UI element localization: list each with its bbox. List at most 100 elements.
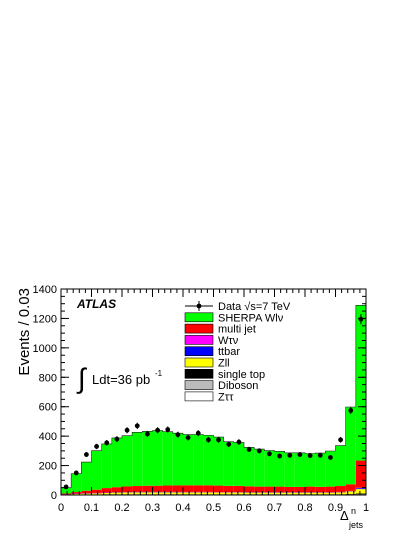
bar-multi jet	[132, 486, 143, 492]
data-point	[175, 432, 181, 438]
legend-label: multi jet	[218, 324, 256, 336]
bar-SHERPA Wlν	[294, 452, 305, 487]
x-tick-label: 0.9	[328, 502, 343, 514]
y-tick-label: 600	[39, 402, 57, 414]
bar-SHERPA Wlν	[101, 443, 112, 489]
y-tick-label: 400	[39, 431, 57, 443]
legend-swatch	[184, 380, 214, 390]
bar-SHERPA Wlν	[142, 431, 153, 486]
data-point	[124, 427, 130, 433]
bar-multi jet	[183, 485, 194, 492]
y-tick-label: 0	[51, 490, 57, 502]
bar-Zll	[325, 492, 336, 495]
x-tick-label: 0.6	[236, 502, 251, 514]
integral-sign: ∫	[76, 363, 88, 394]
bar-Zll	[315, 492, 326, 495]
data-point	[246, 446, 252, 452]
bar-multi jet	[335, 486, 346, 492]
data-point	[348, 407, 354, 413]
bar-SHERPA Wlν	[172, 433, 183, 486]
data-point	[165, 427, 171, 432]
data-point	[155, 427, 160, 433]
y-axis-label: Events / 0.03	[16, 288, 33, 376]
legend-label: Zττ	[218, 391, 234, 403]
x-tick-label: 0.8	[297, 502, 312, 514]
x-tick-label: 0.5	[206, 502, 221, 514]
bar-SHERPA Wlν	[335, 445, 346, 487]
x-tick-label: 0	[58, 502, 64, 514]
bar-Zll	[183, 492, 194, 495]
bar-Zll	[81, 493, 92, 495]
data-point	[226, 441, 232, 447]
bar-multi jet	[172, 485, 183, 492]
bar-Zll	[122, 492, 133, 495]
bar-SHERPA Wlν	[61, 487, 72, 494]
data-point	[94, 444, 99, 449]
bar-multi jet	[254, 486, 265, 493]
bar-Zll	[132, 492, 143, 495]
bar-multi jet	[305, 486, 316, 493]
luminosity-exponent: -1	[155, 369, 163, 378]
legend-data-marker	[196, 303, 202, 309]
x-tick-label: 0.2	[114, 502, 129, 514]
bar-SHERPA Wlν	[264, 450, 275, 487]
bar-multi jet	[111, 487, 122, 493]
bar-SHERPA Wlν	[355, 305, 366, 461]
bar-multi jet	[315, 486, 326, 493]
bar-SHERPA Wlν	[81, 462, 92, 491]
bar-multi jet	[284, 486, 295, 493]
bar-SHERPA Wlν	[284, 452, 295, 487]
data-point	[206, 437, 211, 443]
bar-Zll	[162, 492, 173, 495]
y-tick-labels: 0 200 400 600 800 1000 1200 1400	[33, 284, 57, 502]
bar-multi jet	[294, 486, 305, 493]
data-point	[63, 484, 69, 490]
bar-SHERPA Wlν	[345, 407, 356, 485]
bar-Zll	[111, 492, 122, 495]
data-point	[277, 453, 282, 459]
y-tick-label: 1200	[33, 313, 57, 325]
bar-SHERPA Wlν	[203, 435, 214, 486]
bar-Zll	[264, 492, 275, 495]
bar-Zll	[244, 492, 255, 495]
data-point	[338, 437, 343, 443]
x-axis-label: Δ	[340, 508, 349, 523]
bar-SHERPA Wlν	[111, 437, 122, 488]
legend-swatch	[184, 323, 214, 334]
bar-SHERPA Wlν	[244, 447, 255, 487]
bar-multi jet	[264, 486, 275, 493]
bar-Zll	[142, 492, 153, 495]
luminosity-label: Ldt=36 pb	[92, 372, 150, 387]
bar-Zll	[345, 491, 356, 495]
legend-swatch	[184, 335, 214, 345]
legend-label: Data √s=7 TeV	[218, 301, 291, 313]
data-point	[114, 436, 120, 442]
bar-SHERPA Wlν	[122, 435, 133, 487]
legend-label: Zll	[218, 358, 230, 370]
x-tick-label: 0.4	[175, 502, 190, 514]
data-points	[63, 314, 364, 490]
legend-label: single top	[218, 369, 265, 381]
bar-SHERPA Wlν	[315, 453, 326, 487]
bar-SHERPA Wlν	[132, 432, 143, 487]
data-point	[267, 451, 272, 457]
bar-Zll	[284, 492, 295, 495]
bar-SHERPA Wlν	[223, 441, 234, 486]
axes-frame	[60, 288, 367, 496]
bar-SHERPA Wlν	[91, 450, 102, 490]
data-point	[216, 437, 221, 443]
bar-Zll	[233, 492, 244, 495]
data-point	[134, 423, 140, 429]
bar-ttbar	[355, 488, 366, 490]
bar-SHERPA Wlν	[152, 430, 163, 486]
bar-Zll	[223, 492, 234, 495]
bar-Zll	[71, 493, 82, 495]
bar-Zll	[193, 492, 204, 495]
data-point	[195, 430, 201, 436]
bar-multi jet	[122, 486, 133, 493]
y-tick-label: 800	[39, 372, 57, 384]
bar-Zll	[213, 492, 224, 495]
bar-multi jet	[244, 486, 255, 493]
y-tick-label: 1400	[33, 284, 57, 296]
